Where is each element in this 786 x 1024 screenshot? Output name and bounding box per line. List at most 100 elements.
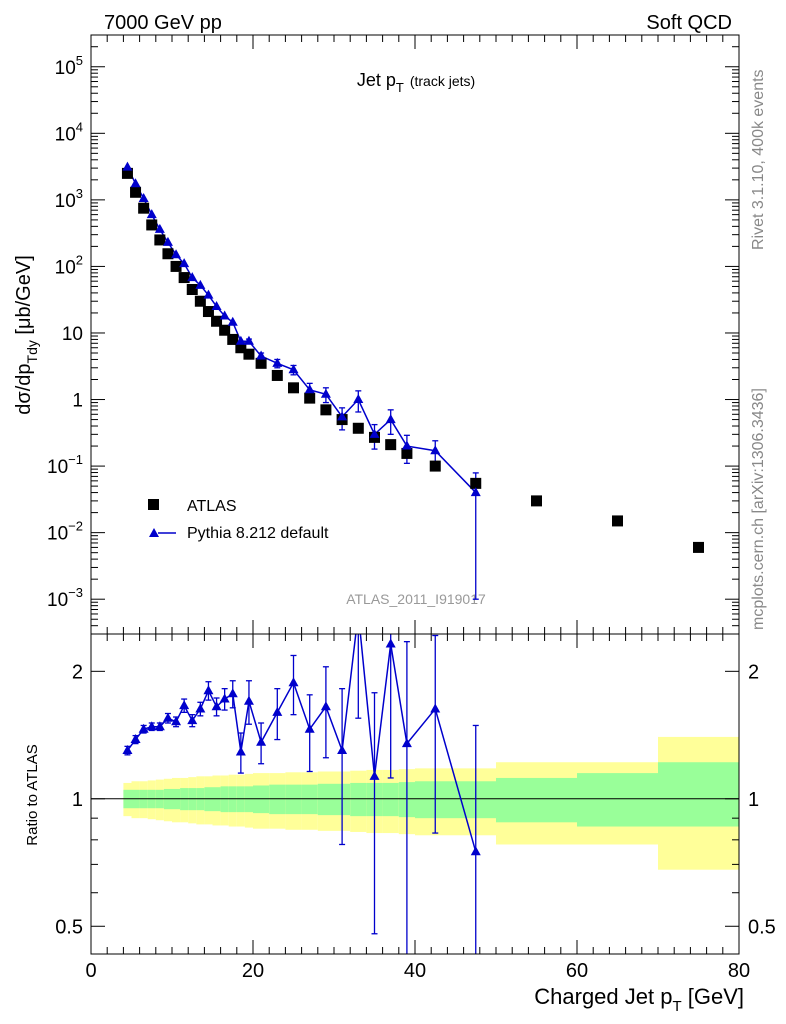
ratio-point [211, 701, 222, 711]
ratio-y-tick-label-right: 1 [748, 789, 759, 811]
atlas-point [121, 167, 133, 179]
atlas-point [178, 272, 190, 284]
stat-uncertainty-band [658, 762, 739, 827]
ratio-point [235, 746, 246, 756]
atlas-point [138, 202, 150, 214]
stat-uncertainty-band [382, 782, 399, 817]
ratio-y-tick-labels: 0.5 0.5 1 1 2 2 [55, 661, 776, 938]
atlas-point [194, 295, 206, 307]
main-series [121, 161, 704, 600]
x-tick-label: 0 [85, 960, 96, 982]
ratio-point [369, 770, 380, 780]
atlas-point [255, 357, 267, 369]
pythia-point [130, 178, 141, 188]
rivet-version-label: Rivet 3.1.10, 400k events [750, 69, 767, 250]
pythia-point [385, 414, 396, 424]
x-axis-label: Charged Jet pT [GeV] [534, 984, 744, 1015]
mcplots-label: mcplots.cern.ch [arXiv:1306.3436] [750, 388, 767, 630]
ratio-point [385, 638, 396, 648]
ratio-point [243, 695, 254, 705]
atlas-point [146, 219, 158, 231]
atlas-point [219, 324, 231, 336]
ratio-line [126, 634, 477, 852]
pythia-point [401, 440, 412, 450]
pythia-point [288, 364, 299, 374]
atlas-point [531, 495, 542, 507]
pythia-point [430, 445, 441, 455]
header-left: 7000 GeV pp [104, 12, 222, 34]
ratio-point [401, 738, 412, 748]
ratio-y-axis-label: Ratio to ATLAS [24, 744, 41, 845]
stat-uncertainty-band [577, 773, 658, 827]
stat-uncertainty-band [301, 784, 318, 815]
analysis-watermark: ATLAS_2011_I919017 [346, 591, 486, 607]
pythia-point [243, 335, 254, 345]
ratio-point [162, 712, 173, 722]
ratio-point [122, 745, 133, 755]
pythia-point [256, 350, 267, 360]
header-right: Soft QCD [646, 12, 732, 34]
ratio-point [470, 846, 481, 856]
legend-pythia-marker [149, 528, 159, 537]
atlas-point [385, 439, 397, 451]
atlas-point [235, 342, 247, 354]
stat-uncertainty-band [285, 784, 302, 815]
stat-uncertainty-band [350, 782, 367, 817]
ratio-y-tick-label-left: 1 [72, 789, 83, 811]
x-tick-label: 40 [404, 960, 426, 982]
ratio-panel: 0.5 0.5 1 1 2 2 0 20 40 60 80 Ratio to ATLAS Char… [24, 633, 776, 1015]
pythia-point [320, 388, 331, 398]
pythia-point [146, 209, 157, 219]
ratio-point [304, 723, 315, 733]
pythia-point [337, 411, 348, 421]
main-y-tick-label: 102 [55, 252, 83, 278]
pythia-point [235, 335, 246, 345]
main-axis-ticks [90, 34, 740, 635]
atlas-point [401, 447, 413, 459]
ratio-point [256, 736, 267, 746]
pythia-point [162, 236, 173, 246]
ratio-point [138, 723, 149, 733]
ratio-y-tick-label-right: 2 [748, 661, 759, 683]
pythia-point [219, 310, 230, 320]
pythia-point [138, 192, 149, 202]
pythia-point [203, 289, 214, 299]
pythia-point [211, 300, 222, 310]
ratio-y-tick-label-right: 0.5 [748, 916, 776, 938]
atlas-point [202, 306, 214, 318]
atlas-point [304, 392, 316, 404]
main-y-tick-label: 1 [72, 391, 83, 412]
x-tick-label: 60 [566, 960, 588, 982]
ratio-point [146, 721, 157, 731]
stat-uncertainty-band [269, 784, 286, 815]
legend-pythia-label: Pythia 8.212 default [187, 525, 329, 542]
main-y-axis-label: dσ/dpTdy [μb/GeV] [13, 255, 40, 415]
ratio-point [219, 693, 230, 703]
ratio-y-tick-label-left: 2 [72, 661, 83, 683]
legend-atlas-marker [148, 499, 159, 510]
ratio-point [272, 706, 283, 716]
main-y-tick-label: 103 [55, 186, 83, 212]
atlas-point [271, 369, 283, 381]
atlas-point [693, 541, 704, 553]
stat-uncertainty-band [253, 785, 270, 814]
ratio-point [320, 701, 331, 711]
ratio-point [430, 703, 441, 713]
ratio-point [337, 745, 348, 755]
atlas-point [154, 234, 166, 246]
main-y-tick-labels: 10−3 10−2 10−1 1 10 102 103 104 105 [47, 53, 83, 611]
x-tick-labels: 0 20 40 60 80 [85, 960, 750, 982]
legend: ATLAS Pythia 8.212 default [148, 498, 329, 542]
atlas-point [227, 333, 239, 345]
pythia-point [272, 357, 283, 367]
atlas-point [130, 186, 142, 198]
ratio-point [227, 688, 238, 698]
pythia-point [179, 258, 190, 268]
ratio-y-tick-label-left: 0.5 [55, 916, 83, 938]
atlas-point [470, 477, 482, 489]
pythia-point [304, 384, 315, 394]
main-y-tick-label: 10−2 [47, 519, 83, 545]
ratio-frame [90, 633, 740, 955]
pythia-point [369, 428, 380, 438]
x-tick-label: 80 [728, 960, 750, 982]
